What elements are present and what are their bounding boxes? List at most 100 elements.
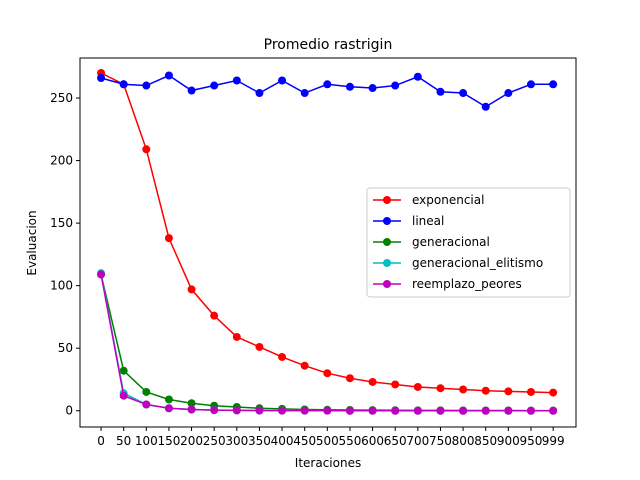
y-tick-label: 200 — [50, 154, 73, 168]
data-point-reemplazo-peores — [232, 406, 241, 415]
data-point-exponencial — [549, 388, 558, 397]
x-tick-label: 700 — [406, 434, 429, 448]
data-point-reemplazo-peores — [504, 406, 513, 415]
data-point-exponencial — [413, 382, 422, 391]
data-point-reemplazo-peores — [300, 406, 309, 415]
legend-item-generacional: generacional — [373, 235, 490, 249]
x-tick-label: 999 — [542, 434, 565, 448]
data-point-exponencial — [368, 377, 377, 386]
data-point-reemplazo-peores — [142, 400, 151, 409]
data-point-exponencial — [142, 145, 151, 154]
data-point-exponencial — [278, 352, 287, 361]
legend-swatch-marker — [383, 217, 391, 225]
legend-label: generacional — [412, 235, 490, 249]
data-point-generacional — [119, 366, 128, 375]
data-point-reemplazo-peores — [436, 406, 445, 415]
data-point-generacional — [187, 399, 196, 408]
series-lineal — [97, 71, 558, 111]
data-point-lineal — [323, 80, 332, 89]
x-axis-label: Iteraciones — [295, 456, 361, 470]
data-point-exponencial — [187, 285, 196, 294]
data-point-reemplazo-peores — [413, 406, 422, 415]
data-point-lineal — [97, 74, 106, 83]
x-tick-label: 0 — [97, 434, 105, 448]
legend-label: generacional_elitismo — [412, 256, 543, 270]
x-tick-label: 650 — [384, 434, 407, 448]
data-point-exponencial — [459, 385, 468, 394]
data-point-exponencial — [436, 384, 445, 393]
data-point-lineal — [481, 102, 490, 111]
data-point-lineal — [300, 89, 309, 98]
legend-label: lineal — [412, 214, 444, 228]
legend-swatch-marker — [383, 238, 391, 246]
legend-item-generacional-elitismo: generacional_elitismo — [373, 256, 543, 270]
x-tick-label: 750 — [429, 434, 452, 448]
data-point-exponencial — [210, 311, 219, 320]
legend-item-reemplazo-peores: reemplazo_peores — [373, 277, 522, 291]
chart-title: Promedio rastrigin — [264, 37, 393, 53]
data-point-exponencial — [345, 374, 354, 383]
x-tick-label: 600 — [361, 434, 384, 448]
legend-swatch-marker — [383, 196, 391, 204]
data-point-reemplazo-peores — [368, 406, 377, 415]
data-point-exponencial — [481, 386, 490, 395]
legend-swatch-marker — [383, 280, 391, 288]
data-point-generacional — [142, 387, 151, 396]
data-point-lineal — [187, 86, 196, 95]
data-point-reemplazo-peores — [481, 406, 490, 415]
data-point-reemplazo-peores — [526, 406, 535, 415]
data-point-lineal — [391, 81, 400, 90]
data-point-lineal — [142, 81, 151, 90]
x-tick-label: 300 — [225, 434, 248, 448]
data-point-lineal — [436, 87, 445, 96]
legend-box — [366, 187, 571, 298]
legend-label: exponencial — [412, 193, 484, 207]
x-tick-label: 850 — [474, 434, 497, 448]
data-point-reemplazo-peores — [187, 405, 196, 414]
plot-frame — [79, 57, 577, 428]
x-tick-label: 200 — [180, 434, 203, 448]
data-point-reemplazo-peores — [97, 270, 106, 279]
series-reemplazo-peores — [97, 270, 558, 415]
data-point-lineal — [255, 89, 264, 98]
data-point-lineal — [549, 80, 558, 89]
data-point-exponencial — [391, 380, 400, 389]
axis-ticks: 0 50 100 150 200 250 300 350 400 450 500 550 600 650 7… — [50, 91, 565, 448]
data-point-lineal — [459, 89, 468, 98]
x-tick-label: 450 — [293, 434, 316, 448]
legend-item-exponencial: exponencial — [373, 193, 484, 207]
x-tick-label: 50 — [116, 434, 131, 448]
data-point-reemplazo-peores — [345, 406, 354, 415]
plot-area — [97, 69, 558, 415]
data-point-lineal — [526, 80, 535, 89]
x-tick-label: 500 — [316, 434, 339, 448]
data-point-exponencial — [164, 234, 173, 243]
x-tick-label: 950 — [520, 434, 543, 448]
data-point-exponencial — [504, 387, 513, 396]
data-point-exponencial — [323, 369, 332, 378]
data-point-lineal — [278, 76, 287, 85]
x-tick-label: 800 — [452, 434, 475, 448]
x-tick-label: 250 — [203, 434, 226, 448]
y-tick-label: 250 — [50, 91, 73, 105]
data-point-lineal — [413, 72, 422, 81]
data-point-reemplazo-peores — [459, 406, 468, 415]
data-point-reemplazo-peores — [549, 406, 558, 415]
x-tick-label: 150 — [157, 434, 180, 448]
data-point-lineal — [345, 82, 354, 91]
y-tick-label: 100 — [50, 279, 73, 293]
data-point-reemplazo-peores — [210, 406, 219, 415]
data-point-lineal — [368, 84, 377, 93]
data-point-exponencial — [255, 342, 264, 351]
legend-swatch-marker — [383, 259, 391, 267]
data-point-lineal — [119, 80, 128, 89]
x-tick-label: 400 — [271, 434, 294, 448]
data-point-lineal — [164, 71, 173, 80]
data-point-reemplazo-peores — [323, 406, 332, 415]
data-point-reemplazo-peores — [255, 406, 264, 415]
data-point-lineal — [232, 76, 241, 85]
data-point-lineal — [210, 81, 219, 90]
x-tick-label: 550 — [338, 434, 361, 448]
data-point-exponencial — [232, 332, 241, 341]
